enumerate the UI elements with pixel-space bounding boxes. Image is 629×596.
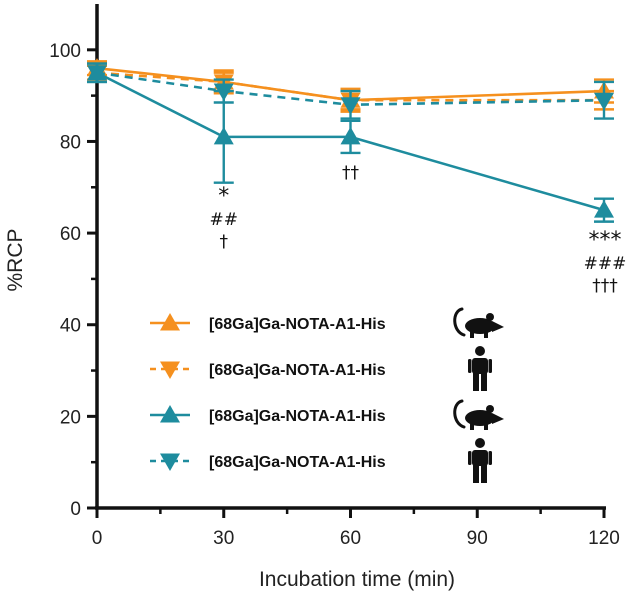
y-tick-label: 60	[60, 224, 81, 245]
significance-mark: ###	[584, 254, 627, 274]
mouse-icon	[453, 399, 504, 430]
data-point	[213, 126, 234, 145]
data-point	[594, 92, 614, 111]
y-tick-label: 20	[60, 407, 81, 428]
series-line	[96, 71, 605, 107]
human-icon	[468, 438, 492, 483]
x-tick-label: 60	[340, 528, 361, 549]
data-point	[213, 83, 234, 102]
chart-series	[87, 58, 614, 223]
significance-mark: ***	[589, 228, 622, 253]
significance-annotations: *##†††***###†††	[210, 163, 627, 296]
series-line	[96, 66, 605, 102]
legend-item-1: [68Ga]Ga-NOTA-A1-His	[150, 307, 504, 338]
data-point	[87, 65, 107, 83]
series-line	[96, 71, 605, 212]
legend-label: [68Ga]Ga-NOTA-A1-His	[209, 408, 386, 425]
legend-marker	[160, 453, 180, 471]
legend-label: [68Ga]Ga-NOTA-A1-His	[209, 316, 386, 333]
legend-marker	[160, 405, 180, 423]
legend-item-4: [68Ga]Ga-NOTA-A1-His	[150, 438, 492, 483]
data-point	[340, 126, 361, 145]
data-point	[340, 97, 361, 115]
data-point	[594, 200, 614, 218]
mouse-icon	[453, 307, 504, 338]
legend-label: [68Ga]Ga-NOTA-A1-His	[209, 454, 386, 471]
series-3	[87, 62, 614, 223]
legend-item-3: [68Ga]Ga-NOTA-A1-His	[150, 399, 504, 430]
significance-mark: *	[218, 184, 229, 209]
series-line	[96, 71, 604, 102]
x-tick-label: 30	[213, 528, 234, 549]
legend-item-2: [68Ga]Ga-NOTA-A1-His	[150, 346, 492, 391]
y-tick-label: 0	[70, 499, 81, 520]
significance-mark: ##	[210, 210, 239, 230]
y-tick-label: 100	[49, 41, 81, 62]
legend-label: [68Ga]Ga-NOTA-A1-His	[209, 362, 386, 379]
significance-mark: †††	[592, 276, 618, 296]
y-tick-label: 40	[60, 316, 81, 337]
legend-marker	[160, 313, 180, 331]
y-axis-title: %RCP	[4, 228, 27, 291]
y-tick-label: 80	[60, 132, 81, 153]
human-icon	[468, 346, 492, 391]
series-4	[87, 62, 614, 120]
chart-legend: [68Ga]Ga-NOTA-A1-His [68Ga]Ga-NOTA-A1-His…	[150, 307, 504, 483]
legend-marker	[160, 361, 180, 379]
x-tick-label: 90	[467, 528, 488, 549]
significance-mark: ††	[342, 163, 360, 183]
x-axis-title: Incubation time (min)	[259, 568, 455, 591]
x-tick-label: 0	[92, 528, 103, 549]
x-tick-label: 120	[588, 528, 620, 549]
chart-axes: 0 20 40 60 80 100 0 30 60 90 120	[49, 4, 620, 549]
significance-mark: †	[220, 232, 229, 252]
